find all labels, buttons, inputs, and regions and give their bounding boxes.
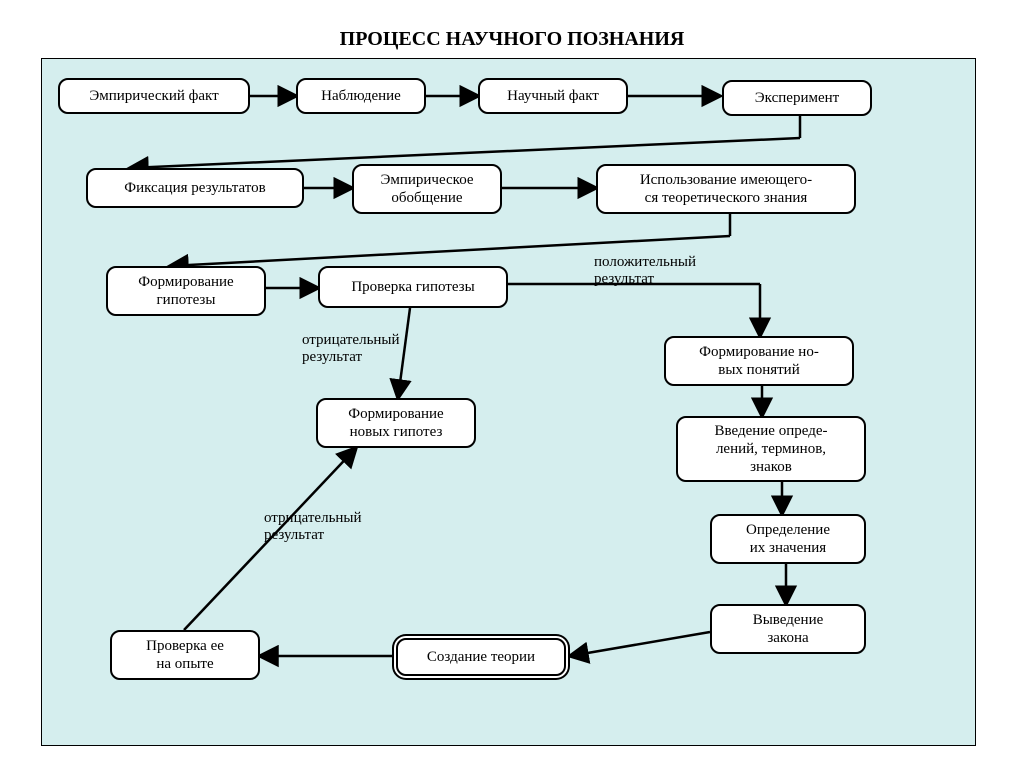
node-n16: Проверка еена опыте (110, 630, 260, 680)
node-n11: Формированиеновых гипотез (316, 398, 476, 448)
node-n12: Введение опреде-лений, терминов,знаков (676, 416, 866, 482)
node-n14: Выведениезакона (710, 604, 866, 654)
node-n10: Формирование но-вых понятий (664, 336, 854, 386)
node-n15: Создание теории (396, 638, 566, 676)
diagram-title: ПРОЦЕСС НАУЧНОГО ПОЗНАНИЯ (0, 28, 1024, 51)
node-n9: Проверка гипотезы (318, 266, 508, 308)
node-n3: Научный факт (478, 78, 628, 114)
node-n6: Эмпирическоеобобщение (352, 164, 502, 214)
node-n5: Фиксация результатов (86, 168, 304, 208)
node-n8: Формированиегипотезы (106, 266, 266, 316)
label-l3: отрицательныйрезультат (264, 510, 362, 545)
node-n7: Использование имеющего-ся теоретического… (596, 164, 856, 214)
node-n4: Эксперимент (722, 80, 872, 116)
node-n13: Определениеих значения (710, 514, 866, 564)
node-n1: Эмпирический факт (58, 78, 250, 114)
label-l2: отрицательныйрезультат (302, 332, 400, 367)
node-n2: Наблюдение (296, 78, 426, 114)
label-l1: положительныйрезультат (594, 254, 696, 289)
